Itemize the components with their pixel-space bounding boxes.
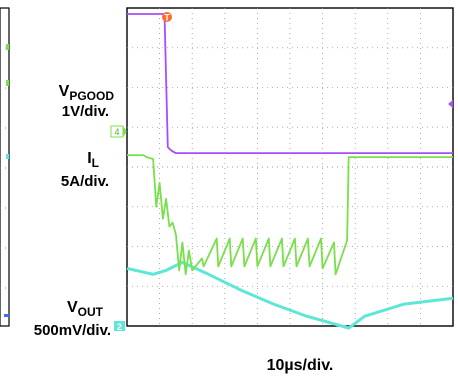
vpgood-ref-marker	[448, 100, 453, 108]
il-label: IL	[87, 150, 99, 170]
vpgood-label-sub: PGOOD	[69, 89, 114, 103]
trigger-marker: T	[162, 12, 172, 23]
vout-label-sub: OUT	[78, 305, 104, 319]
il-label-main: I	[87, 150, 91, 167]
time-scale: 10µs/div.	[267, 357, 334, 374]
left-screen-frame	[0, 7, 10, 327]
vpgood-label: VPGOOD	[59, 83, 115, 103]
left-screen-cyan-tick	[6, 154, 9, 159]
trace-vout	[126, 260, 454, 330]
left-screen-blue-tick	[4, 314, 9, 317]
trigger-marker-label: T	[164, 13, 170, 23]
il-scale: 5A/div.	[61, 173, 109, 190]
vout-label-main: V	[67, 299, 78, 316]
ch4-marker-label: 4	[114, 127, 119, 137]
ch4-marker: 4	[110, 125, 127, 138]
vout-scale: 500mV/div.	[34, 322, 111, 339]
il-label-sub: L	[92, 156, 99, 170]
vpgood-scale: 1V/div.	[62, 103, 109, 120]
vout-label: VOUT	[67, 299, 104, 319]
left-screen-green-tick	[6, 80, 9, 86]
ch2-marker-label: 2	[117, 322, 122, 332]
trace-vpgood	[127, 13, 453, 154]
vpgood-label-main: V	[59, 83, 70, 100]
trace-il	[127, 154, 453, 276]
traces	[126, 13, 454, 330]
left-screen-green-tick	[6, 44, 9, 50]
ch2-marker: 2	[114, 321, 125, 332]
